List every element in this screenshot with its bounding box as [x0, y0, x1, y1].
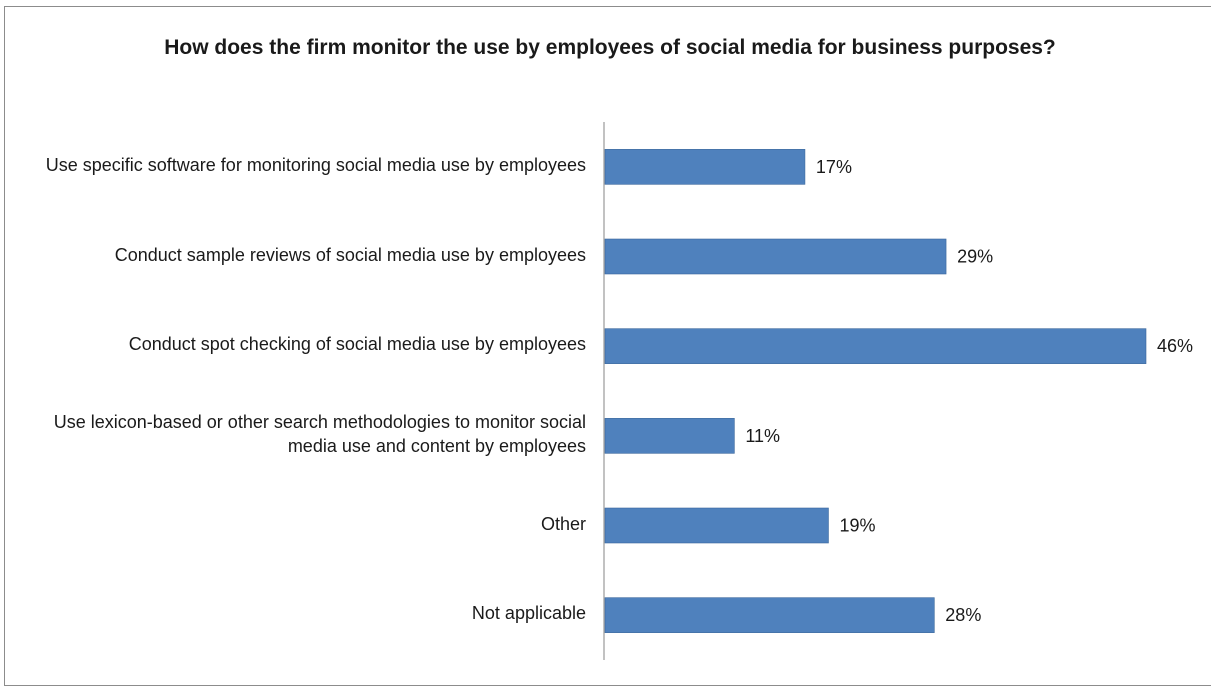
data-label-2: 29% — [957, 247, 993, 267]
bar-4 — [604, 418, 735, 454]
bar-6 — [604, 597, 935, 633]
category-label-2: Conduct sample reviews of social media u… — [114, 244, 586, 265]
category-label-1: Use specific software for monitoring soc… — [45, 154, 586, 175]
chart-title: How does the firm monitor the use by emp… — [164, 36, 1056, 59]
bar-2 — [604, 238, 947, 275]
bar-3 — [604, 328, 1147, 364]
bar-5 — [604, 507, 829, 544]
data-label-5: 19% — [839, 516, 875, 536]
category-label-5: Other — [540, 513, 586, 534]
bar-1 — [604, 149, 806, 185]
category-label-6: Not applicable — [471, 603, 586, 624]
data-label-3: 46% — [1157, 336, 1193, 356]
data-label-6: 28% — [945, 605, 981, 625]
category-label-3: Conduct spot checking of social media us… — [128, 334, 586, 355]
category-label-4: Use lexicon-based or other search method… — [53, 411, 586, 456]
data-label-4: 11% — [745, 426, 780, 446]
data-label-1: 17% — [816, 157, 852, 177]
